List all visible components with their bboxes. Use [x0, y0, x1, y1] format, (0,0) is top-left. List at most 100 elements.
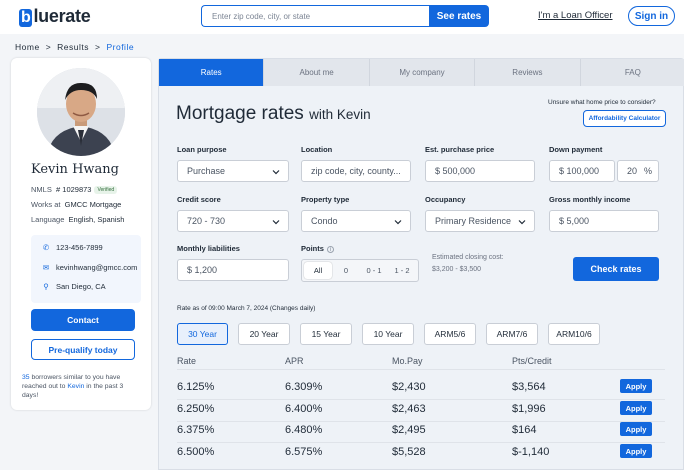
see-rates-button[interactable]: See rates	[429, 5, 489, 27]
property-type-select[interactable]: Condo	[301, 210, 411, 232]
sign-in-button[interactable]: Sign in	[628, 6, 675, 26]
points-credit-cell: $3,564	[512, 381, 546, 393]
table-divider	[177, 421, 665, 422]
tab-my-company[interactable]: My company	[369, 59, 476, 86]
rate-cell: 6.125%	[177, 381, 215, 393]
liabilities-input[interactable]: $ 1,200	[177, 259, 289, 281]
points-credit-cell: $164	[512, 424, 537, 436]
down-payment-label: Down payment	[549, 145, 603, 154]
location-input[interactable]: zip code, city, county...	[301, 160, 411, 182]
chevron-down-icon	[394, 220, 402, 225]
term-20-year-button[interactable]: 20 Year	[238, 323, 290, 345]
apr-cell: 6.400%	[285, 403, 323, 415]
breadcrumb-profile: Profile	[106, 42, 135, 52]
loan-purpose-select[interactable]: Purchase	[177, 160, 289, 182]
table-divider	[177, 399, 665, 400]
occupancy-label: Occupancy	[425, 195, 466, 204]
apply-button[interactable]: Apply	[620, 379, 652, 393]
breadcrumb: Home > Results > Profile	[15, 42, 140, 52]
points-label: Points i	[301, 244, 334, 253]
location-search-input[interactable]	[201, 5, 429, 27]
tab-about-me[interactable]: About me	[264, 59, 370, 86]
breadcrumb-separator: >	[95, 42, 101, 52]
location-search: See rates	[201, 5, 489, 27]
contact-button[interactable]: Contact	[31, 309, 135, 331]
down-payment-percent-input[interactable]: 20%	[617, 160, 659, 182]
loan-purpose-label: Loan purpose	[177, 145, 227, 154]
check-rates-button[interactable]: Check rates	[573, 257, 659, 281]
rate-cell: 6.375%	[177, 424, 215, 436]
closing-cost-estimate: Estimated closing cost: $3,200 - $3,500	[432, 254, 504, 273]
term-arm10-6-button[interactable]: ARM10/6	[548, 323, 600, 345]
table-divider	[177, 369, 665, 370]
points-credit-cell: $-1,140	[512, 446, 550, 458]
page-title: Mortgage rates with Kevin	[176, 103, 371, 124]
property-type-label: Property type	[301, 195, 350, 204]
email-row[interactable]: ✉ kevinhwang@gmcc.com	[42, 263, 138, 272]
loan-officer-link[interactable]: I'm a Loan Officer	[538, 10, 613, 21]
breadcrumb-separator: >	[45, 42, 52, 52]
borrowers-notice: 35 borrowers similar to you have reached…	[22, 374, 124, 399]
chevron-down-icon	[272, 170, 280, 175]
avatar	[37, 68, 125, 156]
apply-button[interactable]: Apply	[620, 422, 652, 436]
points-option-1-2[interactable]: 1 - 2	[394, 266, 410, 275]
contact-details-box: ✆ 123-456-7899 ✉ kevinhwang@gmcc.com ⚲ San …	[31, 235, 141, 303]
rate-timestamp: Rate as of 09:00 March 7, 2024 (Changes …	[177, 305, 316, 312]
table-divider	[177, 442, 665, 443]
breadcrumb-results[interactable]: Results	[57, 42, 89, 52]
info-icon[interactable]: i	[326, 245, 334, 253]
tab-rates[interactable]: Rates	[159, 59, 265, 86]
purchase-price-label: Est. purchase price	[425, 145, 495, 154]
column-header-rate: Rate	[177, 356, 197, 366]
term-30-year-button[interactable]: 30 Year	[177, 323, 228, 345]
column-header-points-credit: Pts/Credit	[512, 356, 552, 366]
liabilities-label: Monthly liabilities	[177, 244, 240, 253]
profile-tabs: Rates About me My company Reviews FAQ	[159, 59, 684, 86]
phone-row[interactable]: ✆ 123-456-7899	[42, 243, 103, 252]
nmls-info: NMLS # 1029873 Verified	[31, 185, 118, 195]
breadcrumb-home[interactable]: Home	[15, 42, 40, 52]
credit-score-select[interactable]: 720 - 730	[177, 210, 289, 232]
tab-faq[interactable]: FAQ	[580, 59, 684, 86]
prequalify-button[interactable]: Pre-qualify today	[31, 339, 135, 360]
location-pin-icon: ⚲	[43, 282, 49, 291]
affordability-calculator-button[interactable]: Affordability Calculator	[583, 110, 666, 127]
apr-cell: 6.309%	[285, 381, 323, 393]
term-10-year-button[interactable]: 10 Year	[362, 323, 414, 345]
envelope-icon: ✉	[42, 263, 50, 272]
phone-icon: ✆	[42, 243, 50, 252]
employer-info: Works at GMCC Mortgage	[31, 200, 122, 209]
monthly-payment-cell: $5,528	[392, 446, 426, 458]
apply-button[interactable]: Apply	[620, 401, 652, 415]
rates-panel: Rates About me My company Reviews FAQ Mo…	[158, 58, 684, 470]
home-price-prompt: Unsure what home price to consider?	[548, 99, 656, 106]
language-info: Language English, Spanish	[31, 215, 125, 224]
chevron-down-icon	[272, 220, 280, 225]
verified-badge: Verified	[94, 186, 118, 195]
income-label: Gross monthly income	[549, 195, 631, 204]
points-option-0[interactable]: 0	[343, 266, 349, 275]
column-header-monthly-payment: Mo.Pay	[392, 356, 423, 366]
monthly-payment-cell: $2,463	[392, 403, 426, 415]
occupancy-select[interactable]: Primary Residence	[425, 210, 535, 232]
term-arm5-6-button[interactable]: ARM5/6	[424, 323, 476, 345]
rate-cell: 6.500%	[177, 446, 215, 458]
tab-reviews[interactable]: Reviews	[475, 59, 581, 86]
column-header-apr: APR	[285, 356, 304, 366]
points-option-all[interactable]: All	[304, 262, 332, 279]
apr-cell: 6.480%	[285, 424, 323, 436]
income-input[interactable]: $ 5,000	[549, 210, 659, 232]
down-payment-input[interactable]: $ 100,000	[549, 160, 615, 182]
bluerate-logo[interactable]: b luerate	[19, 6, 91, 27]
apply-button[interactable]: Apply	[620, 444, 652, 458]
apr-cell: 6.575%	[285, 446, 323, 458]
term-15-year-button[interactable]: 15 Year	[300, 323, 352, 345]
monthly-payment-cell: $2,495	[392, 424, 426, 436]
purchase-price-input[interactable]: $ 500,000	[425, 160, 535, 182]
chevron-down-icon	[518, 220, 526, 225]
points-option-0-1[interactable]: 0 - 1	[366, 266, 382, 275]
monthly-payment-cell: $2,430	[392, 381, 426, 393]
term-arm7-6-button[interactable]: ARM7/6	[486, 323, 538, 345]
